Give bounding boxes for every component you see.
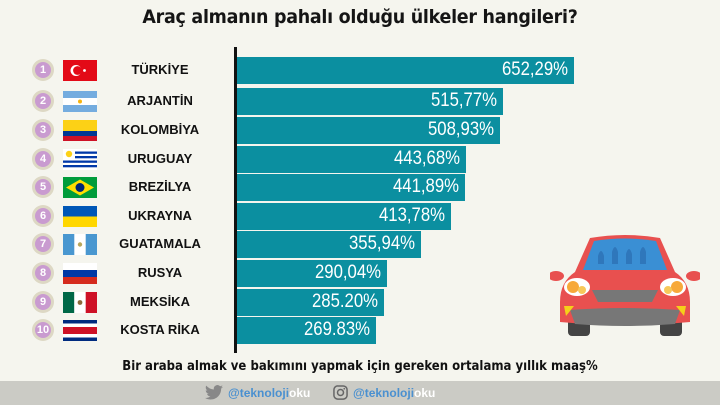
bar-value-label: 441,89% bbox=[392, 176, 459, 197]
bar: 269.83% bbox=[237, 317, 376, 344]
country-label: URUGUAY bbox=[127, 151, 193, 166]
ukraine-flag-icon bbox=[63, 206, 97, 227]
country-label: BREZİLYA bbox=[128, 179, 192, 194]
bar-value-label: 443,68% bbox=[393, 148, 460, 169]
bar-value-label: 652,29% bbox=[501, 59, 568, 80]
chart-row: 3 KOLOMBİYA 508,93% bbox=[0, 117, 720, 144]
bar: 443,68% bbox=[237, 146, 466, 173]
rank-badge: 3 bbox=[32, 119, 54, 141]
bar-value-label: 269.83% bbox=[303, 319, 370, 340]
russia-flag-icon bbox=[63, 263, 97, 284]
country-label: GUATAMALA bbox=[119, 236, 201, 251]
country-label: TÜRKİYE bbox=[131, 62, 189, 77]
bar: 290,04% bbox=[237, 260, 387, 287]
mexico-flag-icon bbox=[63, 292, 97, 313]
bar: 413,78% bbox=[237, 203, 451, 230]
rank-badge: 5 bbox=[32, 176, 54, 198]
country-label: KOLOMBİYA bbox=[120, 122, 200, 137]
bar: 508,93% bbox=[237, 117, 500, 144]
rank-badge: 7 bbox=[32, 233, 54, 255]
car-icon bbox=[550, 235, 700, 336]
chart-row: 5 BREZİLYA 441,89% bbox=[0, 174, 720, 201]
country-label: RUSYA bbox=[137, 265, 183, 280]
bar: 441,89% bbox=[237, 174, 465, 201]
country-label: ARJANTİN bbox=[127, 93, 193, 108]
chart-row: 6 UKRAYNA 413,78% bbox=[0, 203, 720, 230]
chart-row: 8 RUSYA 290,04% bbox=[0, 260, 720, 287]
y-axis-line bbox=[234, 47, 237, 353]
chart-row: 4 URUGUAY 443,68% bbox=[0, 146, 720, 173]
rank-badge: 6 bbox=[32, 205, 54, 227]
rank-badge: 4 bbox=[32, 148, 54, 170]
chart-row: 7 GUATAMALA 355,94% bbox=[0, 231, 720, 258]
bar-value-label: 285.20% bbox=[311, 291, 378, 312]
bar: 515,77% bbox=[237, 88, 503, 115]
country-label: KOSTA RİKA bbox=[120, 322, 200, 337]
argentina-flag-icon bbox=[63, 91, 97, 112]
rank-badge: 2 bbox=[32, 90, 54, 112]
country-label: UKRAYNA bbox=[128, 208, 192, 223]
brazil-flag-icon bbox=[63, 177, 97, 198]
turkey-flag-icon bbox=[63, 60, 97, 81]
colombia-flag-icon bbox=[63, 120, 97, 141]
rank-badge: 10 bbox=[32, 319, 54, 341]
bar-value-label: 508,93% bbox=[427, 119, 494, 140]
chart-row: 1 TÜRKİYE 652,29% bbox=[0, 57, 720, 84]
instagram-icon bbox=[333, 385, 348, 400]
bar: 285.20% bbox=[237, 289, 384, 316]
x-axis-caption: Bir araba almak ve bakımını yapmak için … bbox=[122, 359, 598, 374]
bar-value-label: 515,77% bbox=[430, 90, 497, 111]
chart-title: Araç almanın pahalı olduğu ülkeler hangi… bbox=[142, 6, 578, 28]
rank-badge: 1 bbox=[32, 59, 54, 81]
costa-rica-flag-icon bbox=[63, 320, 97, 341]
chart-row: 10 KOSTA RİKA 269.83% bbox=[0, 317, 720, 344]
chart-row: 2 ARJANTİN 515,77% bbox=[0, 88, 720, 115]
bar-value-label: 290,04% bbox=[314, 262, 381, 283]
twitter-handle[interactable]: @teknolojioku bbox=[205, 385, 310, 400]
country-label: MEKSİKA bbox=[130, 294, 190, 309]
bar: 355,94% bbox=[237, 231, 421, 258]
twitter-icon bbox=[205, 385, 223, 400]
instagram-handle[interactable]: @teknolojioku bbox=[333, 385, 435, 400]
chart-row: 9 MEKSİKA 285.20% bbox=[0, 289, 720, 316]
footer-bar: @teknolojioku @teknolojioku bbox=[0, 381, 720, 405]
rank-badge: 8 bbox=[32, 262, 54, 284]
bar-value-label: 355,94% bbox=[348, 233, 415, 254]
guatemala-flag-icon bbox=[63, 234, 97, 255]
bar: 652,29% bbox=[237, 57, 574, 84]
uruguay-flag-icon bbox=[63, 149, 97, 170]
bar-value-label: 413,78% bbox=[378, 205, 445, 226]
rank-badge: 9 bbox=[32, 291, 54, 313]
